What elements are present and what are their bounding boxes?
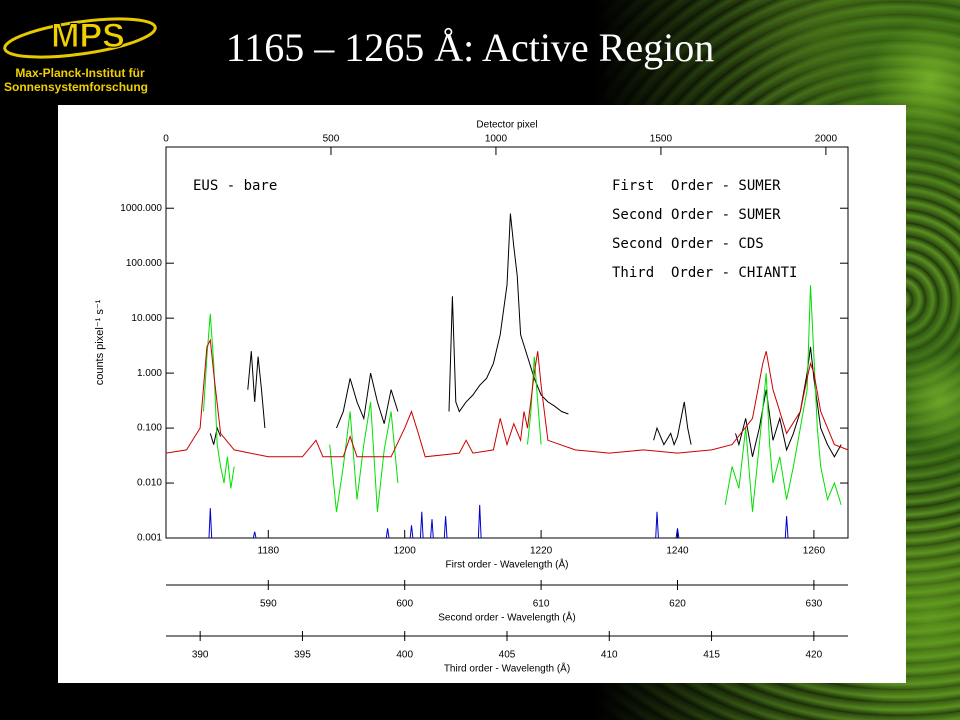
extra-tick-label: 415 xyxy=(703,650,720,661)
x-tick-label: 1240 xyxy=(666,546,689,557)
extra-tick-label: 590 xyxy=(260,599,277,610)
legend-entry: First Order - SUMER xyxy=(612,178,781,194)
extra-tick-label: 390 xyxy=(192,650,209,661)
logo-orbit xyxy=(3,17,157,59)
extra-tick-label: 610 xyxy=(533,599,550,610)
extra-axis-label: Third order - Wavelength (Å) xyxy=(444,662,570,675)
y-tick-label: 10.000 xyxy=(131,313,162,324)
top-axis-label: Detector pixel xyxy=(476,120,537,131)
extra-tick-label: 405 xyxy=(499,650,516,661)
logo-abbr: MPS xyxy=(51,17,125,55)
series-line xyxy=(209,213,842,458)
logo-line: Max-Planck-Institut für xyxy=(15,66,145,80)
y-tick-label: 0.001 xyxy=(137,533,162,544)
annotation: EUS - bare xyxy=(193,178,277,194)
extra-tick-label: 420 xyxy=(805,650,822,661)
chart: 0.001 0.010 0.100 1.000 10.000 100.000 1000.00… xyxy=(58,105,906,683)
y-tick-label: 1000.000 xyxy=(120,203,162,214)
slide-title: 1165 – 1265 Å: Active Region xyxy=(226,25,714,70)
extra-tick-label: 630 xyxy=(806,599,823,610)
extra-tick-label: 395 xyxy=(294,650,311,661)
x-tick-label: 1260 xyxy=(803,546,826,557)
extra-tick-label: 410 xyxy=(601,650,618,661)
series-line xyxy=(203,285,842,512)
extra-tick-label: 400 xyxy=(396,650,413,661)
top-tick-label: 500 xyxy=(323,134,340,145)
x-tick-label: 1200 xyxy=(394,546,417,557)
x-tick-label: 1180 xyxy=(258,546,280,557)
y-tick-label: 100.000 xyxy=(126,258,163,269)
x-tick-label: 1220 xyxy=(530,546,553,557)
legend-entry: Third Order - CHIANTI xyxy=(612,265,797,281)
logo-line: Sonnensystemforschung xyxy=(4,80,148,94)
x-axis-label: First order - Wavelength (Å) xyxy=(446,558,569,571)
top-tick-label: 1000 xyxy=(485,134,508,145)
legend-entry: Second Order - SUMER xyxy=(612,207,781,223)
plot-frame xyxy=(165,146,849,539)
extra-axis-label: Second order - Wavelength (Å) xyxy=(438,611,575,624)
top-tick-label: 2000 xyxy=(815,134,838,145)
header: MPS Max-Planck-Institut für Sonnensystem… xyxy=(3,16,714,94)
y-tick-label: 0.100 xyxy=(137,423,162,434)
y-axis-label: counts pixel⁻¹ s⁻¹ xyxy=(94,299,106,385)
extra-tick-label: 600 xyxy=(396,599,413,610)
top-tick-label: 1500 xyxy=(650,134,673,145)
y-tick-label: 1.000 xyxy=(137,368,162,379)
extra-tick-label: 620 xyxy=(669,599,686,610)
y-tick-label: 0.010 xyxy=(137,478,162,489)
top-tick-label: 0 xyxy=(163,134,169,145)
series-line xyxy=(208,504,789,539)
legend-entry: Second Order - CDS xyxy=(612,236,764,252)
series-line xyxy=(165,338,849,458)
